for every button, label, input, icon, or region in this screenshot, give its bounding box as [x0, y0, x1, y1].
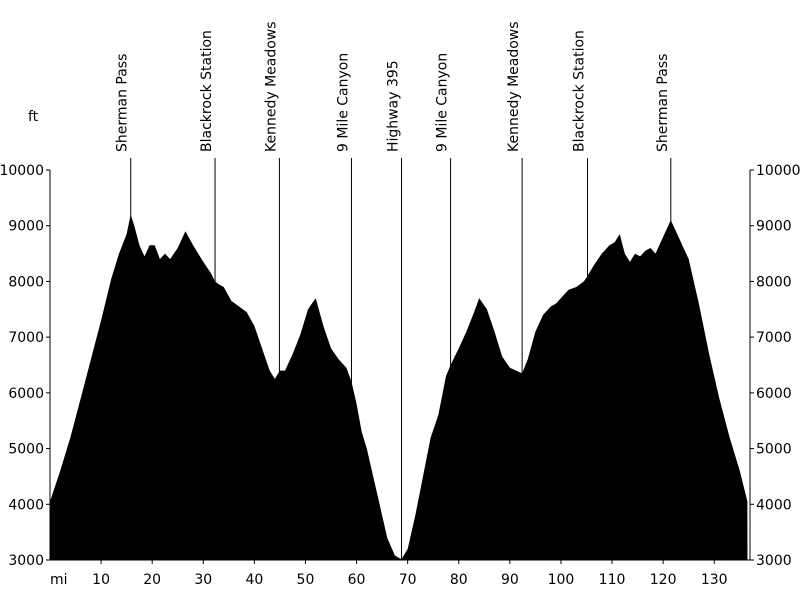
y-tick-label-right: 3000: [756, 553, 792, 569]
waypoint-lines: [130, 158, 672, 560]
waypoint-label: Blackrock Station: [199, 30, 215, 152]
x-tick-label: 60: [348, 572, 366, 588]
x-tick-label: 20: [143, 572, 161, 588]
x-tick-label: 70: [399, 572, 417, 588]
x-axis: 10 20 30 40 50 60 70 80 90 100 110 120 130: [50, 559, 750, 588]
right-y-axis: 3000 4000 5000 6000 7000 8000 9000 10000: [749, 163, 800, 569]
y-tick-label-right: 9000: [756, 219, 792, 235]
y-tick-label-right: 8000: [756, 274, 792, 290]
x-axis-unit-label: mi: [50, 572, 68, 588]
x-tick-label: 130: [701, 572, 728, 588]
y-tick-label: 8000: [8, 274, 44, 290]
y-tick-label: 5000: [8, 442, 44, 458]
waypoint-label: Sherman Pass: [655, 54, 671, 152]
waypoint-label: Kennedy Meadows: [506, 21, 522, 152]
y-tick-label-right: 10000: [756, 163, 800, 179]
waypoint-label: 9 Mile Canyon: [435, 53, 451, 152]
y-tick-label-right: 4000: [756, 497, 792, 513]
waypoint-label: Blackrock Station: [572, 30, 588, 152]
waypoint-label: 9 Mile Canyon: [335, 53, 351, 152]
x-tick-label: 10: [92, 572, 110, 588]
x-tick-label: 110: [599, 572, 626, 588]
y-tick-label: 9000: [8, 219, 44, 235]
x-tick-label: 120: [650, 572, 677, 588]
y-tick-label: 4000: [8, 497, 44, 513]
waypoint-label: Kennedy Meadows: [263, 21, 279, 152]
x-tick-label: 90: [501, 572, 519, 588]
x-tick-label: 30: [194, 572, 212, 588]
y-tick-label-right: 6000: [756, 386, 792, 402]
x-tick-label: 40: [245, 572, 263, 588]
y-tick-label: 10000: [0, 163, 44, 179]
x-tick-label: 80: [450, 572, 468, 588]
y-tick-label-right: 7000: [756, 330, 792, 346]
waypoint-labels: Sherman Pass Blackrock Station Kennedy Mea…: [115, 21, 671, 152]
elevation-area: [50, 214, 748, 560]
x-tick-label: 100: [548, 572, 575, 588]
y-tick-label: 7000: [8, 330, 44, 346]
left-y-axis: 3000 4000 5000 6000 7000 8000 9000 10000: [0, 163, 51, 569]
y-tick-label-right: 5000: [756, 442, 792, 458]
y-axis-unit-label: ft: [28, 109, 39, 125]
y-tick-label: 3000: [8, 553, 44, 569]
y-tick-label: 6000: [8, 386, 44, 402]
elevation-area-layer: [50, 214, 748, 560]
waypoint-label: Sherman Pass: [115, 54, 131, 152]
waypoint-label: Highway 395: [386, 60, 402, 152]
x-tick-label: 50: [297, 572, 315, 588]
